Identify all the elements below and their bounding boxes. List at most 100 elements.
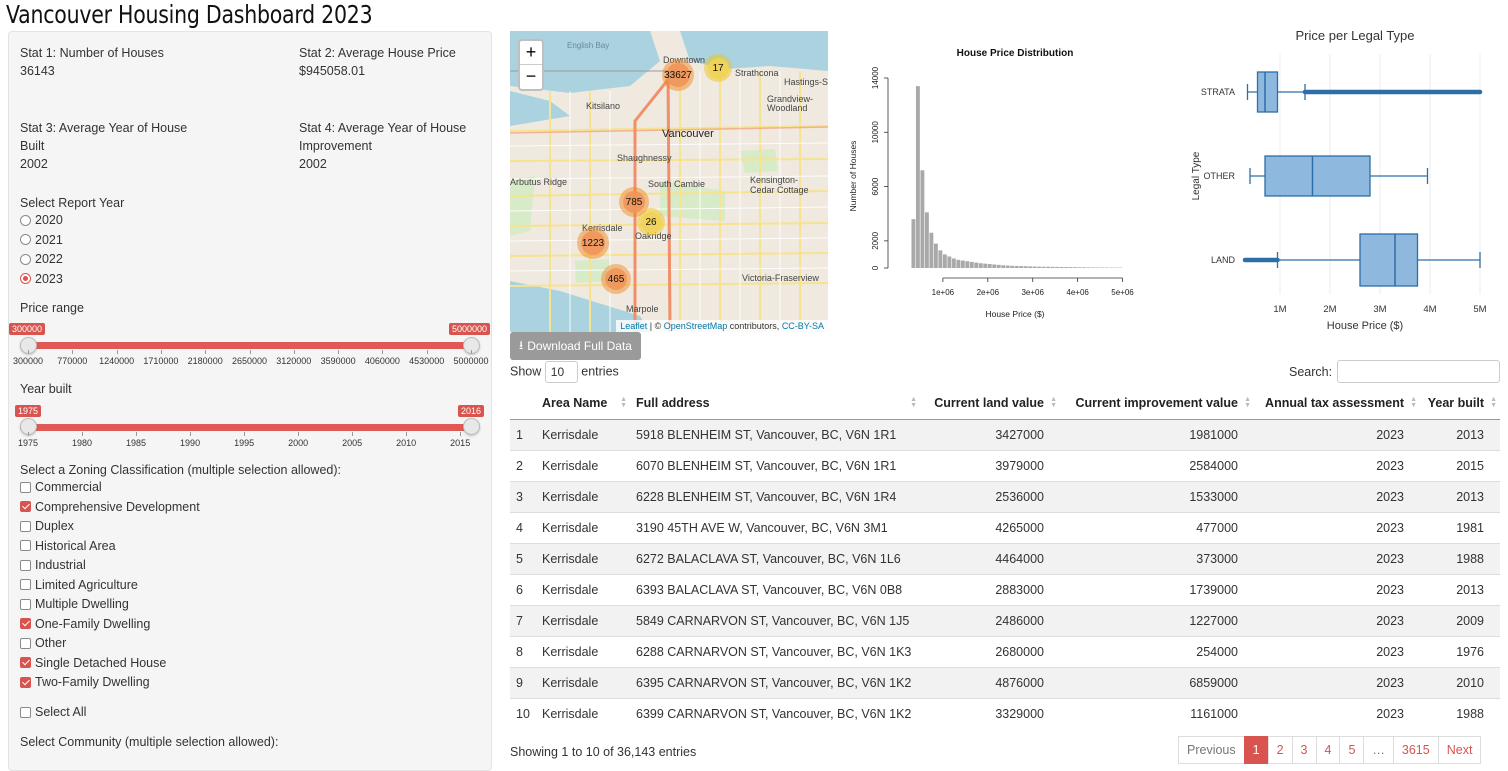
map-cluster-marker[interactable]: 465	[601, 264, 631, 294]
zoom-out-button[interactable]: −	[520, 65, 542, 89]
checkbox[interactable]	[20, 677, 31, 688]
table-cell: Kerrisdale	[536, 543, 630, 574]
column-header[interactable]: Annual tax assessment▲▼	[1254, 388, 1420, 419]
histogram-bar	[947, 256, 951, 268]
pagination-page[interactable]: 5	[1339, 736, 1364, 764]
column-header[interactable]: Full address ▲▼	[630, 388, 920, 419]
radio-button[interactable]	[20, 273, 31, 284]
map[interactable]: English Bay Downtown Strathcona Hastings…	[510, 31, 828, 332]
report-year-option[interactable]: 2023	[20, 272, 63, 286]
column-header-label: Full address	[636, 396, 710, 410]
zoning-option[interactable]: Single Detached House	[20, 656, 166, 670]
osm-link[interactable]: OpenStreetMap	[664, 321, 728, 331]
histogram-bar	[1024, 266, 1028, 268]
sort-icon[interactable]: ▲▼	[620, 397, 627, 409]
zoom-in-button[interactable]: +	[520, 41, 542, 65]
sort-icon[interactable]: ▲▼	[1410, 397, 1417, 409]
map-cluster-marker[interactable]: 1223	[577, 227, 609, 259]
checkbox[interactable]	[20, 540, 31, 551]
zoning-option[interactable]: Industrial	[20, 558, 86, 572]
zoning-option[interactable]: Two-Family Dwelling	[20, 675, 150, 689]
slider-tick	[382, 350, 383, 354]
year-built-label: Year built	[20, 382, 72, 396]
radio-button[interactable]	[20, 215, 31, 226]
pagination-previous[interactable]: Previous	[1178, 736, 1245, 764]
leaflet-link[interactable]: Leaflet	[620, 321, 647, 331]
map-cluster-marker[interactable]: 26	[637, 208, 665, 236]
zoning-option[interactable]: Other	[20, 636, 66, 650]
histogram-bar	[934, 244, 938, 268]
map-cluster-marker[interactable]: 33627	[662, 59, 694, 91]
stat-1-value: 36143	[20, 62, 164, 80]
checkbox[interactable]	[20, 657, 31, 668]
checkbox-label: Historical Area	[35, 539, 116, 553]
pagination-page[interactable]: 2	[1268, 736, 1293, 764]
sort-icon[interactable]: ▲▼	[1490, 397, 1497, 409]
checkbox[interactable]	[20, 501, 31, 512]
checkbox[interactable]	[20, 618, 31, 629]
pagination-page[interactable]: 3615	[1393, 736, 1439, 764]
zoning-option[interactable]: Comprehensive Development	[20, 500, 200, 514]
zoning-option[interactable]: One-Family Dwelling	[20, 617, 150, 631]
pagination-page[interactable]: 1	[1244, 736, 1269, 764]
column-header-label: Year built	[1428, 396, 1484, 410]
zoning-option[interactable]: Historical Area	[20, 539, 116, 553]
checkbox[interactable]	[20, 482, 31, 493]
map-label: South Cambie	[648, 179, 705, 189]
sort-icon[interactable]: ▲▼	[1050, 397, 1057, 409]
zoning-option[interactable]: Duplex	[20, 519, 74, 533]
y-tick-label: 10000	[871, 121, 880, 144]
report-year-option[interactable]: 2022	[20, 252, 63, 266]
pagination-page[interactable]: 3	[1292, 736, 1317, 764]
slider-tick-label: 2010	[396, 438, 416, 448]
column-header[interactable]: Current land value▲▼	[920, 388, 1060, 419]
column-header[interactable]	[510, 388, 536, 419]
histogram-bar	[1055, 267, 1059, 268]
select-all-label: Select All	[35, 705, 86, 719]
download-full-data-button[interactable]: ⭳ Download Full Data	[510, 332, 641, 360]
report-year-option[interactable]: 2020	[20, 213, 63, 227]
pagination-page[interactable]: 4	[1316, 736, 1341, 764]
table-cell: 6395 CARNARVON ST, Vancouver, BC, V6N 1K…	[630, 667, 920, 698]
select-all-checkbox[interactable]	[20, 707, 31, 718]
zoning-option[interactable]: Limited Agriculture	[20, 578, 138, 592]
checkbox[interactable]	[20, 638, 31, 649]
price-slider-track[interactable]	[20, 342, 472, 349]
box	[1265, 156, 1370, 196]
checkbox[interactable]	[20, 560, 31, 571]
year-slider-track[interactable]	[20, 424, 472, 431]
zoning-option[interactable]: Commercial	[20, 480, 102, 494]
zoning-option[interactable]: Multiple Dwelling	[20, 597, 129, 611]
table-cell: Kerrisdale	[536, 419, 630, 450]
checkbox[interactable]	[20, 521, 31, 532]
column-header[interactable]: Area Name▲▼	[536, 388, 630, 419]
map-cluster-marker[interactable]: 17	[704, 54, 732, 82]
table-search-input[interactable]	[1337, 360, 1500, 383]
report-year-option[interactable]: 2021	[20, 233, 63, 247]
column-header[interactable]: Current improvement value▲▼	[1060, 388, 1254, 419]
sort-icon[interactable]: ▲▼	[1244, 397, 1251, 409]
map-label: Marpole	[626, 304, 659, 314]
cc-link[interactable]: CC-BY-SA	[782, 321, 824, 331]
year-slider-max-handle[interactable]	[463, 418, 480, 435]
checkbox[interactable]	[20, 579, 31, 590]
checkbox[interactable]	[20, 599, 31, 610]
radio-button[interactable]	[20, 234, 31, 245]
sort-icon[interactable]: ▲▼	[910, 397, 917, 409]
column-header[interactable]: Year built ▲▼	[1420, 388, 1500, 419]
page-length-select[interactable]: 10	[545, 361, 578, 383]
radio-button[interactable]	[20, 254, 31, 265]
pagination-next[interactable]: Next	[1438, 736, 1482, 764]
zoning-select-all[interactable]: Select All	[20, 705, 86, 719]
histogram-bar	[1082, 267, 1086, 268]
